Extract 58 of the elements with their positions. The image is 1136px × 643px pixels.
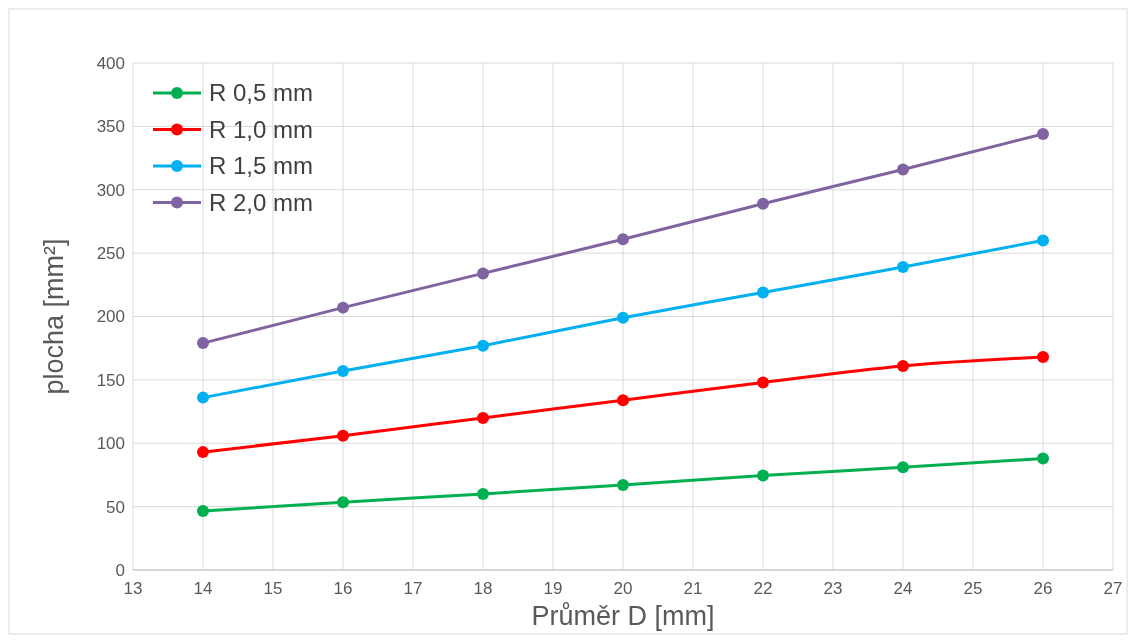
point — [757, 286, 769, 299]
legend-label: R 1,5 mm — [209, 152, 314, 180]
point — [197, 391, 209, 404]
x-tick-label: 27 — [1103, 579, 1123, 598]
y-tick-label: 100 — [96, 434, 125, 454]
point — [337, 496, 349, 509]
x-tick-label: 24 — [893, 579, 913, 598]
y-tick-label: 250 — [96, 244, 125, 264]
point — [477, 267, 489, 280]
point — [617, 394, 629, 407]
y-tick-label: 350 — [96, 117, 125, 137]
point — [617, 479, 629, 492]
point — [1037, 452, 1049, 465]
point — [757, 469, 769, 482]
point — [477, 339, 489, 352]
x-tick-label: 14 — [193, 579, 213, 598]
point — [477, 411, 489, 424]
point — [1037, 127, 1049, 140]
point — [897, 359, 909, 372]
y-tick-label: 300 — [96, 180, 125, 200]
point — [337, 429, 349, 442]
x-tick-label: 22 — [753, 579, 773, 598]
point — [337, 301, 349, 314]
point — [197, 446, 209, 459]
y-tick-label: 0 — [115, 560, 125, 580]
point — [617, 233, 629, 246]
legend-label: R 1,0 mm — [209, 115, 314, 143]
y-axis-title: plocha [mm²] — [39, 238, 69, 395]
point — [337, 365, 349, 377]
point — [897, 163, 909, 176]
y-tick-label: 200 — [96, 307, 125, 327]
point — [197, 505, 209, 518]
y-tick-label: 400 — [96, 53, 125, 73]
x-tick-label: 15 — [263, 579, 283, 598]
point — [477, 487, 489, 500]
x-tick-label: 13 — [123, 579, 143, 598]
x-axis-title: Průměr D [mm] — [531, 601, 715, 631]
x-tick-label: 26 — [1033, 579, 1053, 598]
x-tick-label: 25 — [963, 579, 983, 598]
x-tick-label: 21 — [683, 579, 703, 598]
point — [897, 461, 909, 474]
point — [757, 197, 769, 210]
y-tick-label: 50 — [106, 497, 125, 517]
legend-label: R 2,0 mm — [209, 188, 314, 216]
y-tick-label: 150 — [96, 370, 125, 390]
x-tick-label: 23 — [823, 579, 843, 598]
legend-label: R 0,5 mm — [209, 79, 314, 107]
x-tick-label: 18 — [473, 579, 493, 598]
x-tick-label: 16 — [333, 579, 353, 598]
x-tick-label: 17 — [403, 579, 423, 598]
point — [897, 261, 909, 274]
point — [757, 376, 769, 389]
point — [1037, 351, 1049, 364]
x-tick-label: 19 — [543, 579, 563, 598]
point — [197, 337, 209, 350]
x-tick-label: 20 — [613, 579, 633, 598]
point — [1037, 234, 1049, 247]
point — [617, 311, 629, 324]
